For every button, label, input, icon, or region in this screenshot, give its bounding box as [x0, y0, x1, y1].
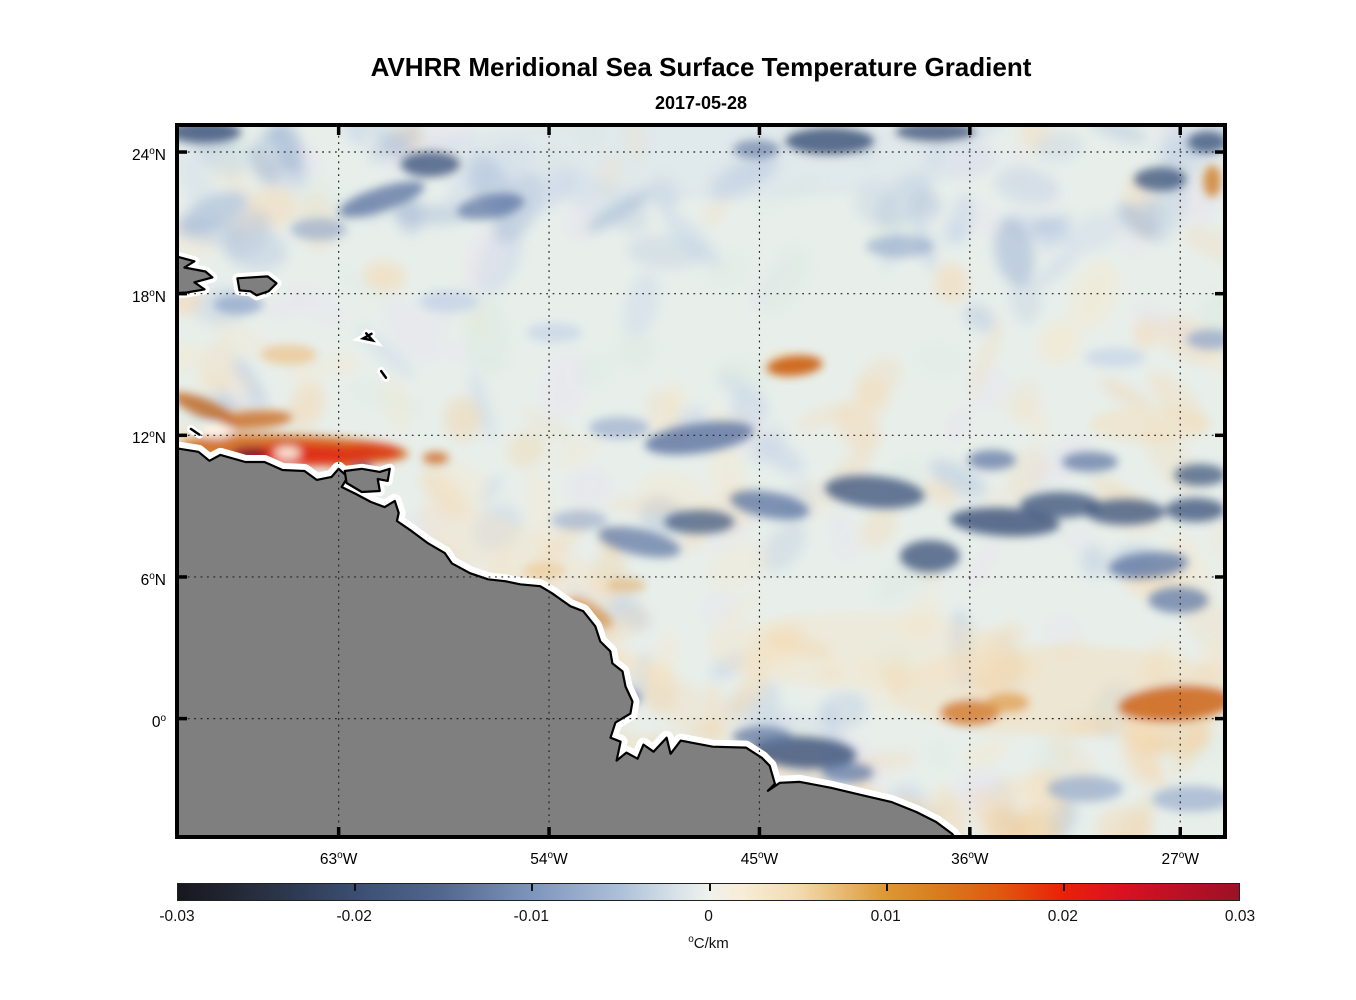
colorbar — [177, 883, 1240, 901]
colorbar-tick-label-0: 0 — [704, 908, 713, 925]
plot-border — [175, 123, 1227, 839]
colorbar-tick-label-0.01: 0.01 — [870, 908, 901, 925]
colorbar-tick — [531, 884, 534, 891]
colorbar-tick-label--0.02: -0.02 — [336, 908, 372, 925]
sst-features — [175, 123, 1227, 812]
graticule-gridlines — [175, 123, 1227, 839]
y-tick-label-6N: 6oN — [140, 570, 166, 589]
y-tick-label-12N: 12oN — [131, 429, 166, 448]
x-tick-label-36W: 36oW — [951, 850, 989, 868]
x-tick-label-27W: 27oW — [1161, 850, 1199, 868]
land-polygons — [175, 255, 957, 839]
colorbar-unit: oC/km — [688, 934, 729, 952]
colorbar-tick-label--0.03: -0.03 — [159, 908, 195, 925]
chart-date: 2017-05-28 — [654, 93, 748, 113]
colorbar-tick — [708, 884, 711, 891]
colorbar-tick-label-0.03: 0.03 — [1224, 908, 1256, 925]
y-tick-label-18N: 18oN — [131, 287, 166, 306]
colorbar-tick — [885, 884, 888, 891]
colorbar-tick-label-0.02: 0.02 — [1047, 908, 1078, 925]
page-title: AVHRR Meridional Sea Surface Temperature… — [370, 52, 1032, 82]
y-tick-label-0: 0o — [151, 712, 166, 731]
x-tick-label-45W: 45oW — [740, 850, 779, 868]
x-tick-label-63W: 63oW — [319, 850, 358, 868]
map-layers — [175, 123, 1227, 839]
map-plot-area — [175, 123, 1227, 839]
sst-gradient-map — [175, 123, 1227, 839]
x-tick-label-54W: 54oW — [530, 850, 568, 868]
y-tick-label-24N: 24oN — [131, 146, 166, 165]
colorbar-tick — [354, 884, 357, 891]
colorbar-tick-label--0.01: -0.01 — [513, 908, 549, 925]
colorbar-tick — [1062, 884, 1065, 891]
